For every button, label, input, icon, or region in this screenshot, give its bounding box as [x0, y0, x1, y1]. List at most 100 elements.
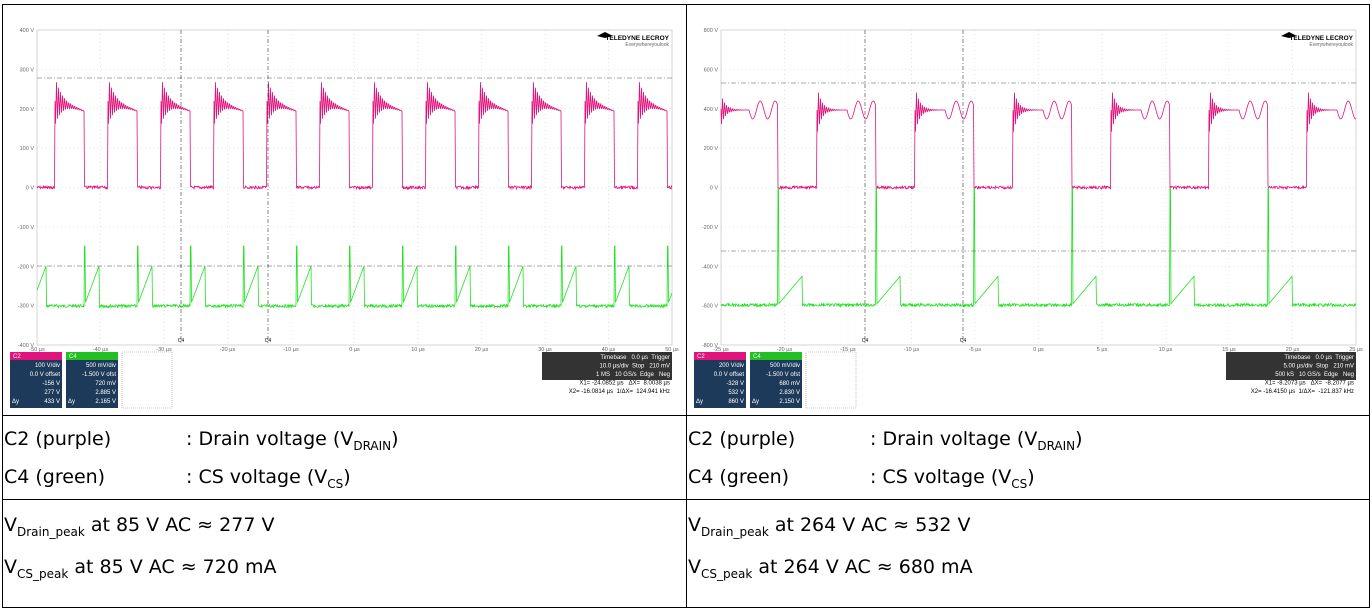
y-axis-label: 0 V — [710, 186, 719, 192]
timebase-line: 500 kS 10 GS/s Edge Neg — [1275, 372, 1354, 378]
y-axis-label: -400 V — [702, 264, 719, 270]
result-sub: CS_peak — [701, 567, 753, 581]
cursor-label: C4 — [265, 338, 272, 344]
legend-row: C4 (green) : CS voltage (VCS) — [3, 460, 686, 498]
channel-value: -328 V — [726, 381, 744, 387]
channel-value: 500 mV/div — [86, 363, 116, 369]
cs-trace — [720, 187, 1357, 308]
drain-trace — [36, 82, 673, 191]
logo-icon — [1281, 32, 1297, 38]
y-axis-label: 200 V — [20, 107, 35, 113]
y-axis-label: 0 V — [26, 186, 35, 192]
x-axis-label: -30 µs — [156, 347, 172, 353]
x-axis-label: 0 µs — [349, 347, 360, 353]
legend-row: C2 (purple) : Drain voltage (VDRAIN) — [3, 422, 686, 460]
empty-box — [121, 351, 173, 409]
timebase-line: 1 MS 10 GS/s Edge Neg — [596, 372, 670, 378]
channel-box — [66, 360, 118, 408]
image-cell: 400 V 300 V 200 V 100 V 0 V -100 V -200 V -300 … — [2, 4, 687, 416]
y-axis-label: -600 V — [702, 304, 719, 310]
legend-sub: CS — [327, 477, 344, 491]
oscilloscope-screen: 400 V 300 V 200 V 100 V 0 V -100 V -200 V -300 … — [10, 28, 679, 409]
cursor-label: C4 — [960, 338, 967, 344]
timebase-line: X2= -16.4150 µs 1/ΔX= -121.837 kHz — [1251, 389, 1354, 395]
legend-desc: : CS voltage (VCS) — [186, 460, 351, 501]
legend-row: C2 (purple): Drain voltage (VDRAIN) — [687, 422, 1369, 460]
result-symbol: V — [688, 556, 701, 578]
channel-value: 0.0 V offset — [30, 372, 61, 378]
legend-row: C4 (green): CS voltage (VCS) — [687, 460, 1369, 498]
legend-sub: DRAIN — [1037, 439, 1076, 453]
x-axis-label: 50 µs — [665, 347, 679, 353]
channel-value: 100 V/div — [35, 363, 60, 369]
channel-value: -156 V — [42, 381, 60, 387]
result-row: VCS_peak at 85 V AC ≈ 720 mA — [3, 550, 686, 592]
delta-label: Δy — [696, 399, 703, 405]
y-axis-label: 800 V — [704, 28, 719, 34]
x-axis-label: -10 µs — [904, 347, 920, 353]
result-sub: Drain_peak — [701, 525, 769, 539]
x-axis-label: 25 µs — [1349, 347, 1363, 353]
cursor-label: C4 — [178, 338, 185, 344]
channel-value: 2.885 V — [95, 390, 116, 396]
timebase-line: X1= -24.0852 µs ΔX= 8.0038 µs — [579, 381, 670, 387]
cs-trace — [36, 245, 673, 309]
channel-value: 0.0 V offset — [714, 372, 745, 378]
result-row: VDrain_peak at 264 V AC ≈ 532 V — [687, 508, 1369, 550]
legend-text: : CS voltage (V — [186, 466, 328, 488]
channel-box — [10, 360, 62, 408]
legend-cell: C2 (purple): Drain voltage (VDRAIN) C4 (g… — [2, 415, 687, 500]
oscilloscope-screen: 800 V 600 V 400 V 200 V 0 V -200 V -400 V -600 … — [694, 28, 1363, 409]
drain-trace — [720, 92, 1357, 191]
timebase-line: 10.0 µs/div Stop 210 mV — [600, 364, 671, 370]
timebase-box — [1226, 352, 1356, 380]
delta-label: Δy — [12, 399, 19, 405]
x-axis-label: 15 µs — [1222, 347, 1236, 353]
channel-value: -1.500 V ofst — [82, 372, 116, 378]
tagline: Everywhereyoulook — [625, 42, 669, 48]
legend-text: : CS voltage (V — [870, 466, 1012, 488]
channel-box — [694, 360, 746, 408]
empty-box — [805, 351, 857, 409]
x-axis-label: 10 µs — [1159, 347, 1173, 353]
legend-end: ) — [343, 466, 351, 488]
channel-name: C4 — [69, 354, 77, 360]
x-axis-label: 20 µs — [1286, 347, 1300, 353]
result-symbol: V — [688, 514, 701, 536]
channel-value: 2.830 V — [779, 390, 800, 396]
result-text: at 264 V AC ≈ 532 V — [768, 514, 971, 536]
x-axis-label: -5 µs — [969, 347, 982, 353]
channel-name: C4 — [753, 354, 761, 360]
legend-end: ) — [1027, 466, 1035, 488]
x-axis-label: -10 µs — [283, 347, 299, 353]
legend-label: C4 (green) — [4, 466, 106, 488]
timebase-line: Timebase 0.0 µs Trigger — [600, 355, 670, 361]
y-axis-label: 400 V — [20, 28, 35, 34]
channel-value: 720 mV — [95, 381, 116, 387]
legend-sub: CS — [1011, 477, 1028, 491]
brand: TELEDYNE LECROY — [1289, 35, 1353, 42]
channel-value: 860 V — [728, 399, 744, 405]
channel-box — [750, 360, 802, 408]
legend-sub: DRAIN — [353, 439, 392, 453]
x-axis-label: -50 µs — [29, 347, 45, 353]
document: 400 V 300 V 200 V 100 V 0 V -100 V -200 V -300 … — [2, 4, 1370, 608]
cursor-label: C4 — [862, 338, 869, 344]
delta-label: Δy — [752, 399, 759, 405]
channel-value: 500 mV/div — [770, 363, 800, 369]
legend-text: : Drain voltage (V — [186, 428, 354, 450]
channel-value: 532 V — [728, 390, 744, 396]
timebase-line: Timebase 0.0 µs Trigger — [1284, 355, 1354, 361]
results-cell: VDrain_peak at 85 V AC ≈ 277 V VCS_peak a… — [2, 499, 687, 608]
y-axis-label: -300 V — [18, 304, 35, 310]
channel-value: 277 V — [44, 390, 60, 396]
channel-header — [10, 352, 62, 360]
channel-value: -1.500 V ofst — [766, 372, 800, 378]
legend-desc: : Drain voltage (VDRAIN) — [186, 422, 399, 463]
y-axis-label: -200 V — [18, 264, 35, 270]
legend-desc: : Drain voltage (VDRAIN) — [870, 422, 1083, 463]
legend-label: C2 (purple) — [4, 428, 112, 450]
x-axis-label: -15 µs — [840, 347, 856, 353]
x-axis-label: 20 µs — [475, 347, 489, 353]
y-axis-label: 400 V — [704, 107, 719, 113]
